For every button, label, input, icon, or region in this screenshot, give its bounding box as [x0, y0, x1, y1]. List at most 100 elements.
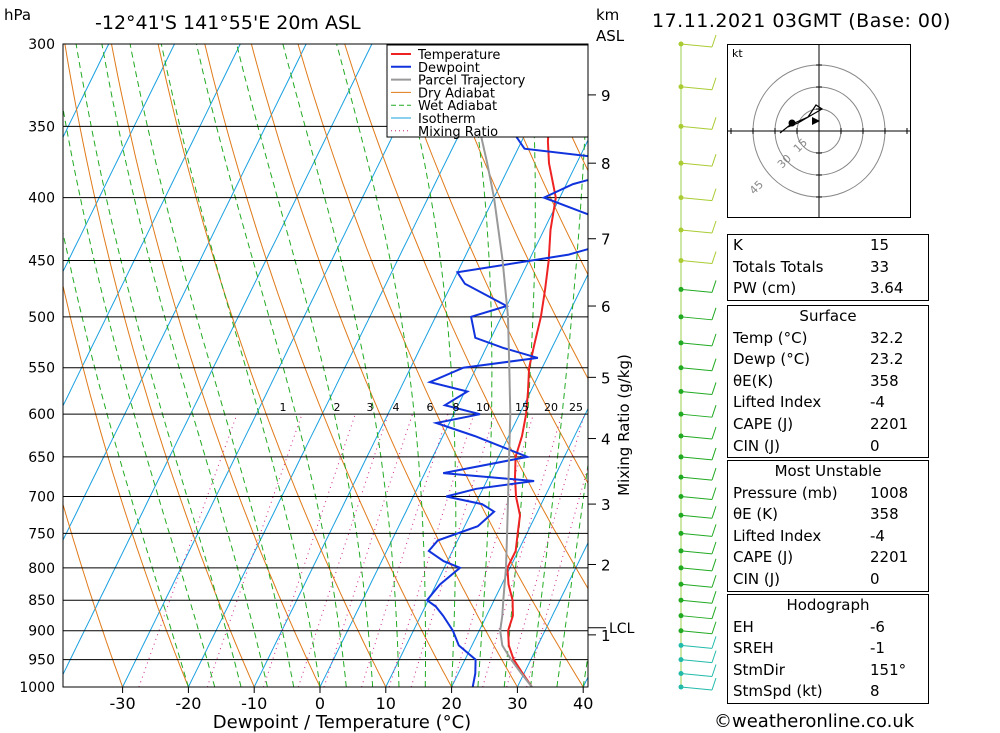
- wind-barb-shaft: [680, 659, 713, 664]
- pressure-label: 650: [28, 450, 55, 466]
- mixing-ratio-line: [361, 414, 449, 687]
- legend-entry: Temperature: [417, 48, 500, 63]
- isotherm-line: [253, 44, 570, 687]
- stat-row: CIN (J) 0: [728, 436, 928, 458]
- wet-adiabat-line: [582, 653, 588, 687]
- stat-value: 8: [870, 682, 880, 701]
- pressure-label: 500: [28, 310, 55, 326]
- wind-barb-feather: [711, 117, 717, 130]
- pressure-label: 750: [28, 526, 55, 542]
- wind-barb-feather: [711, 606, 717, 619]
- stat-value: -1: [870, 639, 885, 658]
- dry-adiabat-line: [63, 502, 124, 687]
- stat-label: θE (K): [733, 505, 778, 524]
- x-tick-label: -30: [110, 694, 136, 713]
- wind-barb-feather: [711, 677, 717, 691]
- dry-adiabat-line: [157, 44, 387, 687]
- km-label: km: [596, 6, 619, 24]
- wind-barb-shaft: [680, 162, 713, 167]
- legend-entry: Isotherm: [418, 112, 476, 127]
- mixing-ratio-label: 20: [544, 401, 558, 414]
- wind-barb-feather: [711, 307, 717, 320]
- stat-row: CAPE (J) 2201: [728, 547, 928, 569]
- stat-row: PW (cm) 3.64: [728, 278, 928, 300]
- wind-barb-shaft: [680, 342, 713, 347]
- wind-barb-shaft: [680, 532, 713, 537]
- stat-label: Totals Totals: [733, 257, 824, 276]
- x-tick-label: 0: [315, 694, 325, 713]
- isotherm-line: [187, 44, 504, 687]
- hodograph-ring-label: 15: [791, 136, 810, 155]
- wind-barb-shaft: [680, 197, 713, 202]
- wind-barb-shaft: [680, 644, 713, 649]
- pressure-label: 850: [28, 593, 55, 609]
- stat-row: StmDir 151°: [728, 660, 928, 682]
- stat-value: 0: [870, 569, 880, 588]
- wind-barb-feather: [711, 447, 717, 461]
- stat-label: SREH: [733, 639, 774, 658]
- wind-barb-shaft: [680, 567, 713, 572]
- wind-barb-feather: [711, 280, 717, 293]
- stat-value: 32.2: [870, 328, 904, 347]
- wind-barb-feather: [711, 487, 717, 500]
- pressure-label: 550: [28, 361, 55, 377]
- wet-adiabat-line: [63, 105, 216, 687]
- pressure-label: 400: [28, 191, 55, 207]
- wind-barb-feather: [711, 154, 717, 167]
- wet-adiabat-line: [160, 44, 321, 687]
- stat-value: 3.64: [870, 279, 904, 298]
- stat-label: Temp (°C): [733, 328, 808, 347]
- pressure-label: 800: [28, 561, 55, 577]
- stat-row: CAPE (J) 2201: [728, 414, 928, 436]
- km-tick-label: 6: [601, 298, 611, 316]
- dry-adiabat-line: [484, 44, 588, 276]
- stat-row: EH -6: [728, 617, 928, 639]
- hodograph-ring-label: 30: [775, 152, 794, 171]
- isotherm-line: [385, 273, 588, 687]
- x-tick-label: 10: [376, 694, 396, 713]
- wet-adiabat-line: [101, 44, 268, 687]
- legend-entry: Dewpoint: [418, 61, 480, 76]
- surface-panel: Surface Temp (°C) 32.2 Dewp (°C) 23.2 θE(K) 35…: [727, 305, 929, 459]
- mixing-ratio-line: [506, 414, 585, 687]
- wind-barb-shaft: [680, 413, 713, 418]
- mixing-ratio-label: 3: [367, 401, 374, 414]
- hodograph-ring-label: 45: [747, 178, 766, 197]
- mixing-ratio-label: 6: [427, 401, 434, 414]
- stat-row: Lifted Index -4: [728, 526, 928, 548]
- wind-barb-shaft: [680, 390, 713, 395]
- stat-row: Lifted Index -4: [728, 392, 928, 414]
- hodograph: kt 15 30 45: [727, 42, 911, 220]
- wind-barb-feather: [711, 664, 717, 677]
- stat-label: θE(K): [733, 371, 774, 390]
- wind-barb-feather: [711, 575, 717, 588]
- legend-entry: Parcel Trajectory: [418, 74, 526, 89]
- wind-barb-shaft: [680, 456, 713, 461]
- stat-value: 2201: [870, 414, 909, 433]
- stat-value: -4: [870, 526, 885, 545]
- km-tick-label: 1: [601, 627, 611, 645]
- wind-barb-feather: [711, 541, 717, 555]
- wind-barb-feather: [711, 591, 717, 604]
- wind-barb-shaft: [680, 583, 713, 588]
- legend-box: [386, 44, 589, 138]
- wind-barb-shaft: [680, 260, 713, 265]
- stat-row: StmSpd (kt) 8: [728, 681, 928, 703]
- stat-value: 0: [870, 436, 880, 455]
- wind-barb-shaft: [680, 435, 713, 440]
- series-dewpoint: [425, 55, 588, 687]
- pressure-label: 950: [28, 653, 55, 669]
- stat-label: CIN (J): [733, 436, 781, 455]
- stat-row: θE (K) 358: [728, 504, 928, 526]
- stat-value: 15: [870, 236, 890, 254]
- wind-barb-shaft: [680, 43, 713, 48]
- x-tick-label: -20: [175, 694, 201, 713]
- legend-entry: Wet Adiabat: [418, 99, 497, 114]
- wind-barb-feather: [711, 621, 717, 634]
- stat-row: Temp (°C) 32.2: [728, 328, 928, 350]
- stat-value: -4: [870, 393, 885, 412]
- x-axis-label: Dewpoint / Temperature (°C): [213, 712, 471, 733]
- x-tick-label: -10: [241, 694, 267, 713]
